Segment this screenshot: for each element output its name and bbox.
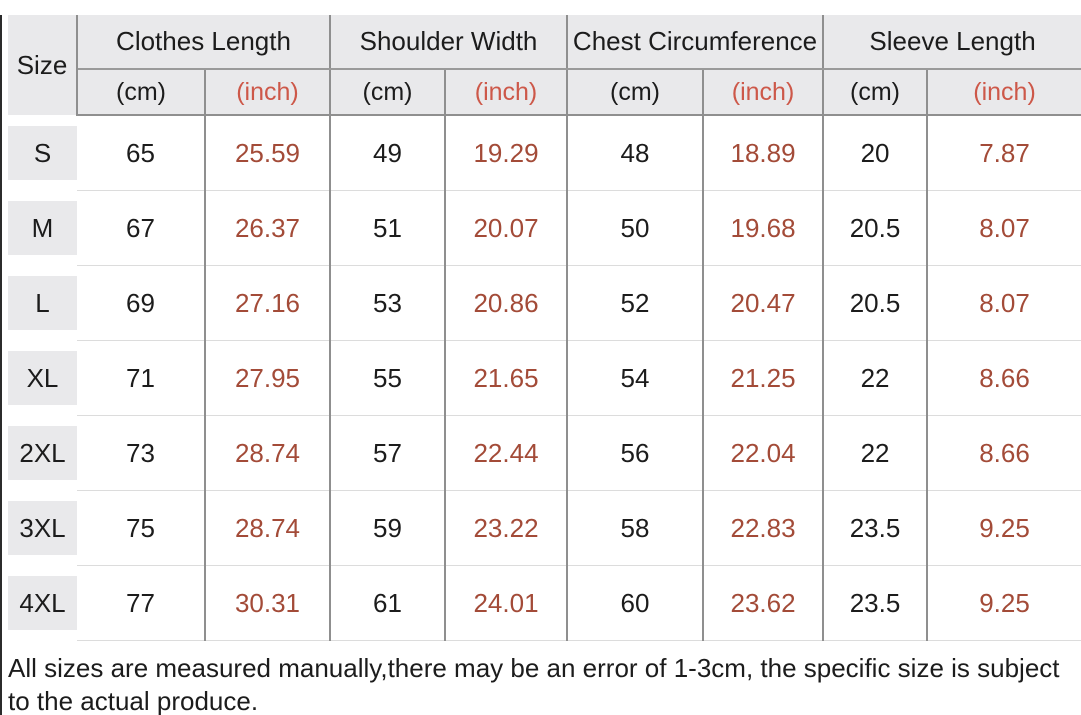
left-edge-line [0, 15, 2, 715]
cm-value-cell: 20.5 [822, 265, 928, 341]
size-cell: 4XL [8, 565, 77, 641]
size-cell: S [8, 115, 77, 191]
inch-value-cell: 23.62 [702, 565, 824, 641]
inch-value-cell: 19.29 [443, 115, 568, 191]
size-column-header: Size [8, 15, 78, 115]
inch-value-cell: 27.16 [204, 265, 330, 341]
table-row: 3XL 75 28.74 59 23.22 58 22.83 23.5 9.25 [8, 490, 1081, 566]
cm-value-cell: 65 [77, 115, 205, 191]
table-row: 2XL 73 28.74 57 22.44 56 22.04 22 8.66 [8, 415, 1081, 491]
sleeve-length-header: Sleeve Length [822, 15, 1081, 70]
cm-value-cell: 73 [77, 415, 205, 491]
table-row: M 67 26.37 51 20.07 50 19.68 20.5 8.07 [8, 190, 1081, 266]
inch-value-cell: 21.65 [443, 340, 568, 416]
size-cell: 2XL [8, 415, 77, 491]
cm-value-cell: 71 [77, 340, 205, 416]
cm-value-cell: 53 [329, 265, 445, 341]
cm-value-cell: 49 [329, 115, 445, 191]
inch-value-cell: 22.04 [702, 415, 824, 491]
inch-value-cell: 18.89 [702, 115, 824, 191]
size-label: 2XL [8, 426, 77, 480]
inch-value-cell: 21.25 [702, 340, 824, 416]
shoulder-width-inch-header: (inch) [443, 69, 568, 116]
inch-value-cell: 19.68 [702, 190, 824, 266]
disclaimer-text: All sizes are measured manually,there ma… [8, 653, 1060, 715]
cm-value-cell: 22 [822, 415, 928, 491]
inch-value-cell: 9.25 [926, 490, 1081, 566]
size-chart-table: Size Clothes Length Shoulder Width Chest… [8, 15, 1081, 641]
cm-value-cell: 59 [329, 490, 445, 566]
inch-value-cell: 7.87 [926, 115, 1081, 191]
size-label: 4XL [8, 576, 77, 630]
cm-value-cell: 51 [329, 190, 445, 266]
cm-value-cell: 23.5 [822, 490, 928, 566]
cm-value-cell: 77 [77, 565, 205, 641]
cm-value-cell: 75 [77, 490, 205, 566]
inch-value-cell: 9.25 [926, 565, 1081, 641]
inch-value-cell: 8.07 [926, 190, 1081, 266]
cm-value-cell: 56 [566, 415, 704, 491]
chest-circumference-header: Chest Circumference [566, 15, 824, 70]
size-cell: M [8, 190, 77, 266]
cm-value-cell: 57 [329, 415, 445, 491]
cm-value-cell: 54 [566, 340, 704, 416]
header-unit-row: (cm) (inch) (cm) (inch) (cm) (inch) (cm)… [8, 69, 1081, 116]
inch-value-cell: 20.07 [443, 190, 568, 266]
cm-value-cell: 61 [329, 565, 445, 641]
size-label: M [8, 201, 77, 255]
cm-value-cell: 67 [77, 190, 205, 266]
clothes-length-inch-header: (inch) [204, 69, 330, 116]
cm-value-cell: 48 [566, 115, 704, 191]
cm-value-cell: 20.5 [822, 190, 928, 266]
inch-value-cell: 28.74 [204, 490, 330, 566]
table-row: S 65 25.59 49 19.29 48 18.89 20 7.87 [8, 115, 1081, 191]
inch-value-cell: 27.95 [204, 340, 330, 416]
size-label: S [8, 125, 77, 180]
table-header: Size Clothes Length Shoulder Width Chest… [8, 15, 1081, 116]
cm-value-cell: 23.5 [822, 565, 928, 641]
chest-circumference-inch-header: (inch) [702, 69, 824, 116]
inch-value-cell: 25.59 [204, 115, 330, 191]
cm-value-cell: 60 [566, 565, 704, 641]
size-cell: L [8, 265, 77, 341]
shoulder-width-cm-header: (cm) [329, 69, 445, 116]
table-row: XL 71 27.95 55 21.65 54 21.25 22 8.66 [8, 340, 1081, 416]
cm-value-cell: 20 [822, 115, 928, 191]
sleeve-length-inch-header: (inch) [926, 69, 1081, 116]
inch-value-cell: 23.22 [443, 490, 568, 566]
cm-value-cell: 52 [566, 265, 704, 341]
table-row: 4XL 77 30.31 61 24.01 60 23.62 23.5 9.25 [8, 565, 1081, 641]
inch-value-cell: 8.66 [926, 340, 1081, 416]
inch-value-cell: 8.66 [926, 415, 1081, 491]
cm-value-cell: 58 [566, 490, 704, 566]
table-body: S 65 25.59 49 19.29 48 18.89 20 7.87 M 67 26.37 51 20… [8, 115, 1081, 641]
table-row: L 69 27.16 53 20.86 52 20.47 20.5 8.07 [8, 265, 1081, 341]
cm-value-cell: 69 [77, 265, 205, 341]
clothes-length-header: Clothes Length [76, 15, 330, 70]
inch-value-cell: 20.86 [443, 265, 568, 341]
cm-value-cell: 50 [566, 190, 704, 266]
inch-value-cell: 30.31 [204, 565, 330, 641]
inch-value-cell: 24.01 [443, 565, 568, 641]
inch-value-cell: 28.74 [204, 415, 330, 491]
inch-value-cell: 8.07 [926, 265, 1081, 341]
inch-value-cell: 22.44 [443, 415, 568, 491]
size-cell: XL [8, 340, 77, 416]
size-label: 3XL [8, 501, 77, 555]
sleeve-length-cm-header: (cm) [822, 69, 928, 116]
inch-value-cell: 22.83 [702, 490, 824, 566]
cm-value-cell: 22 [822, 340, 928, 416]
size-cell: 3XL [8, 490, 77, 566]
chest-circumference-cm-header: (cm) [566, 69, 704, 116]
inch-value-cell: 20.47 [702, 265, 824, 341]
inch-value-cell: 26.37 [204, 190, 330, 266]
cm-value-cell: 55 [329, 340, 445, 416]
clothes-length-cm-header: (cm) [76, 69, 205, 116]
size-label: XL [8, 351, 77, 405]
header-title-row: Size Clothes Length Shoulder Width Chest… [8, 15, 1081, 115]
size-label: L [8, 276, 77, 330]
shoulder-width-header: Shoulder Width [328, 15, 568, 70]
